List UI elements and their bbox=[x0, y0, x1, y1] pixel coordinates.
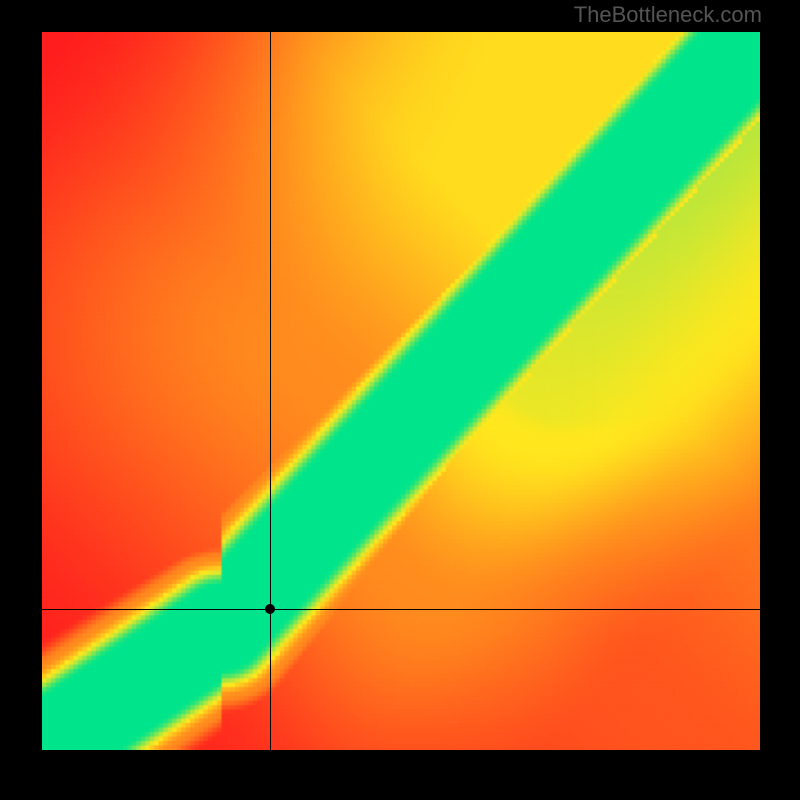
crosshair-vertical bbox=[270, 32, 271, 750]
watermark-text: TheBottleneck.com bbox=[574, 2, 762, 28]
crosshair-horizontal bbox=[42, 609, 760, 610]
figure-container: TheBottleneck.com bbox=[0, 0, 800, 800]
bottleneck-heatmap bbox=[42, 32, 760, 750]
